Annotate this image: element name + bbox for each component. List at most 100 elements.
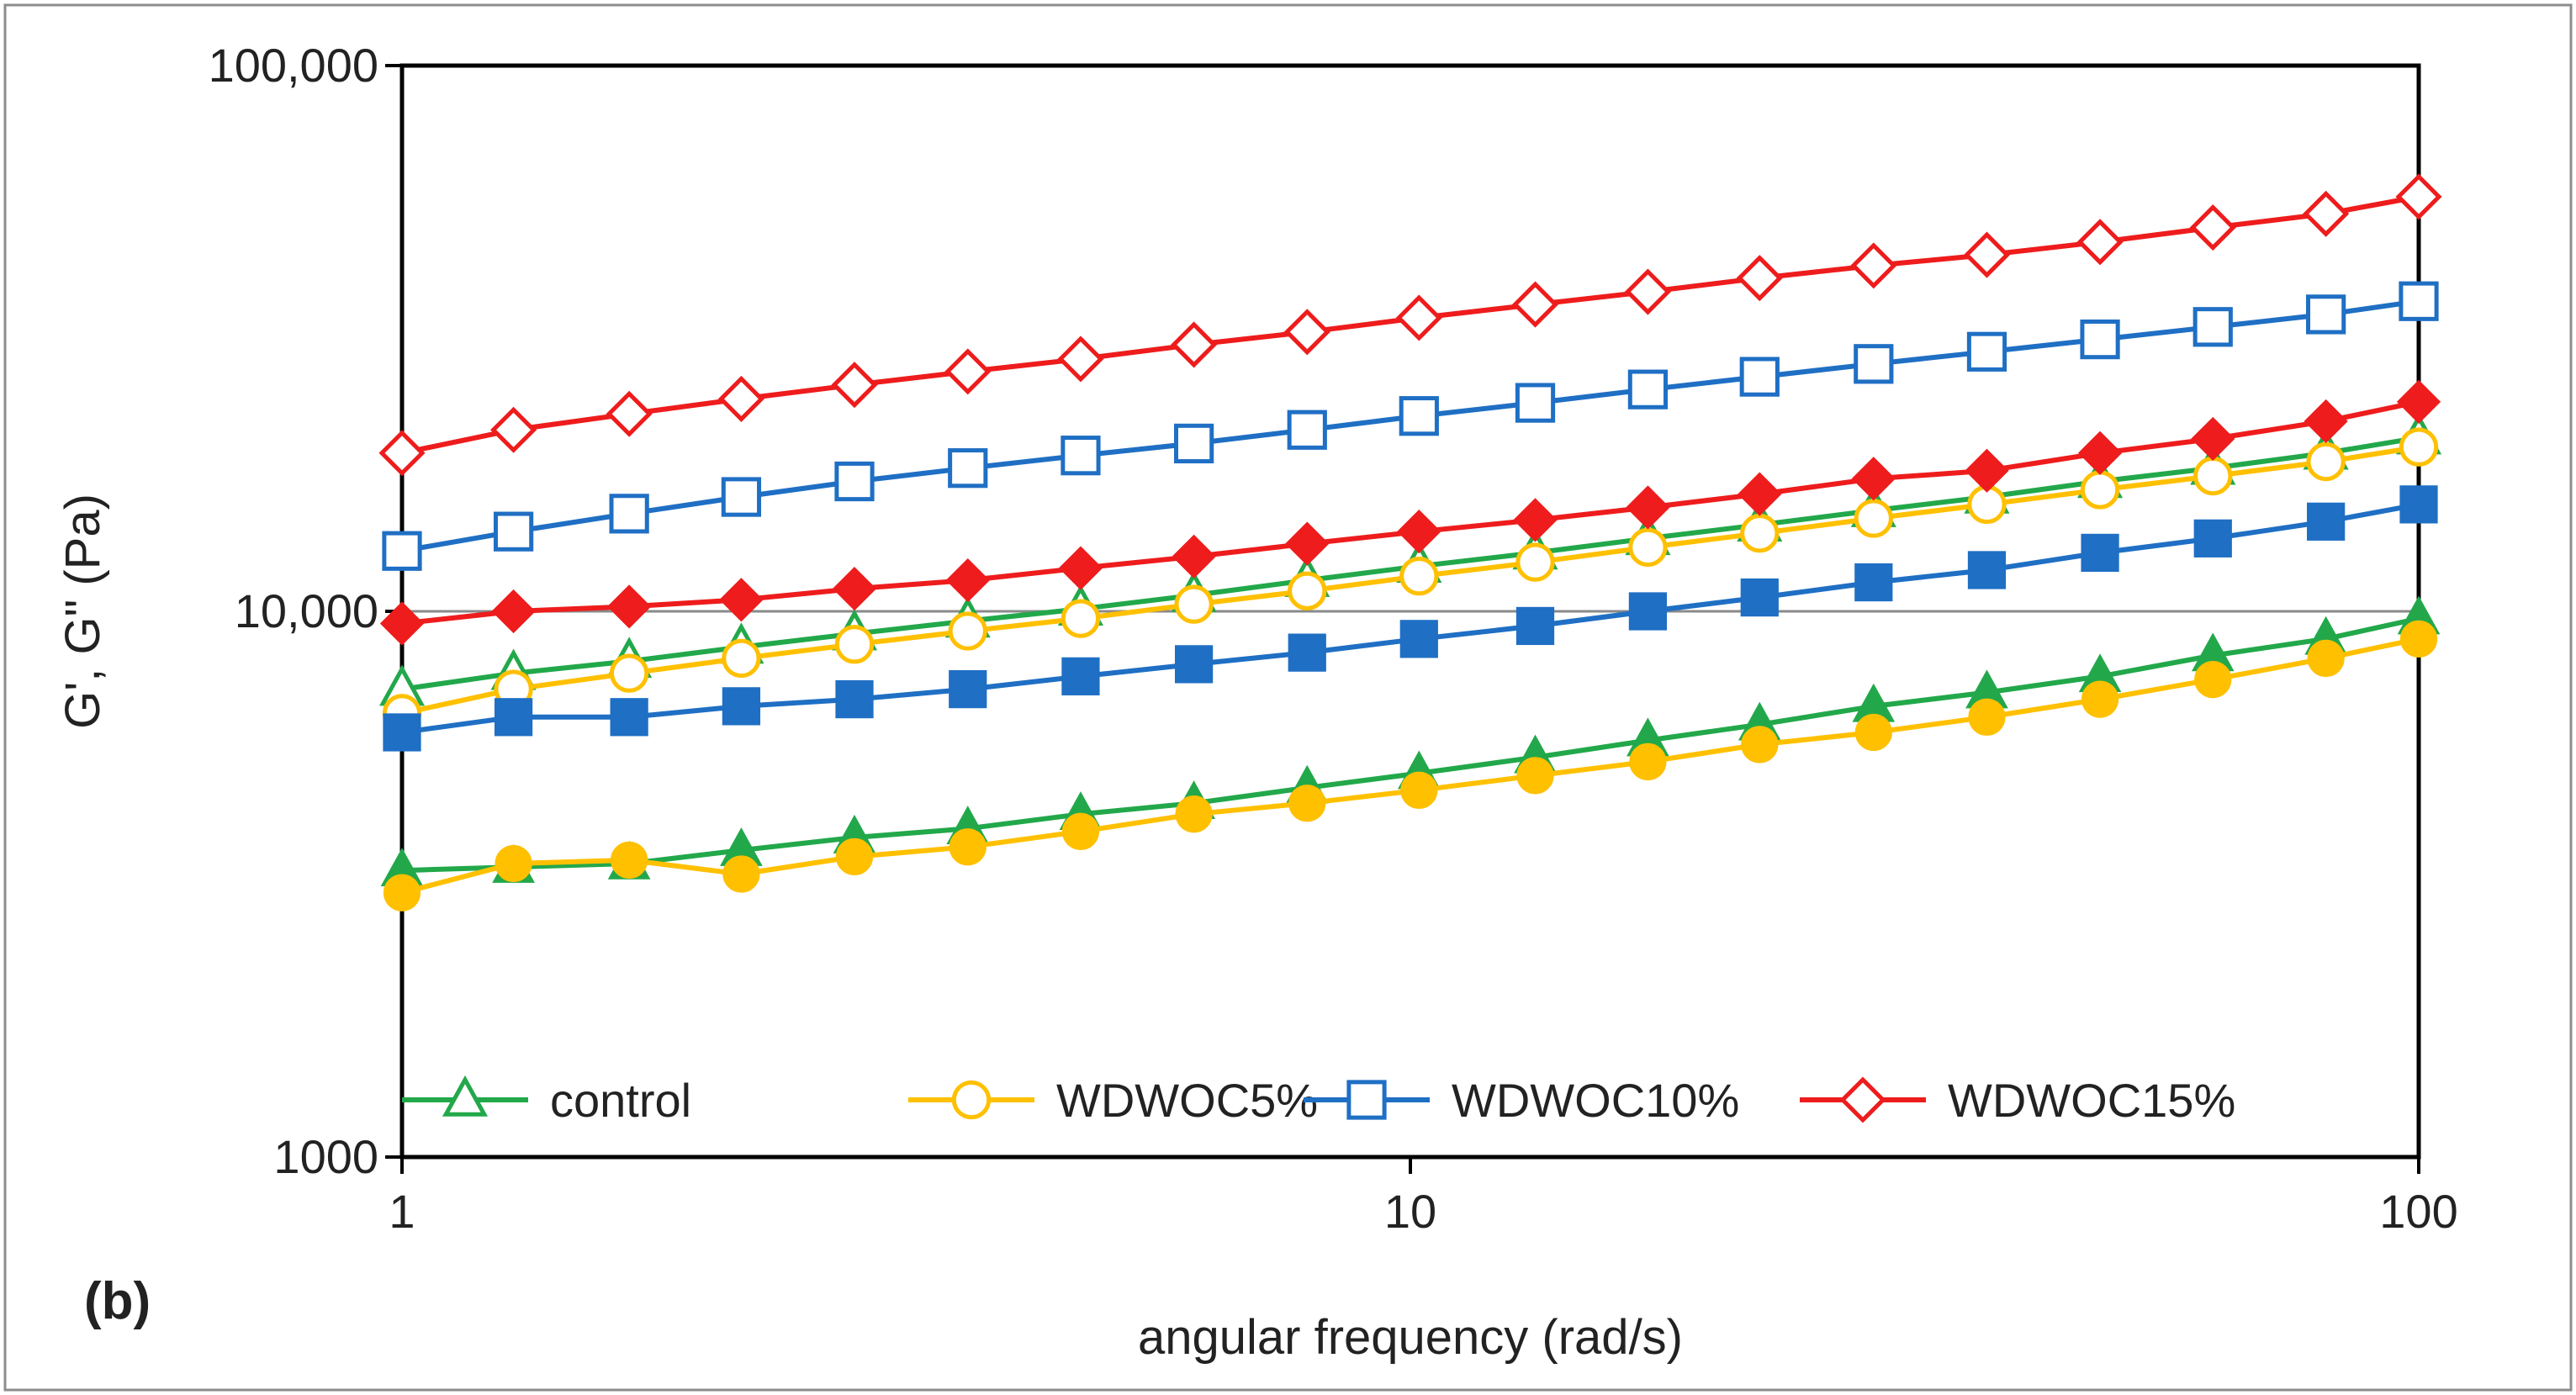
data-point-diamond-filled [1851, 457, 1896, 501]
data-point-square-open [721, 477, 762, 517]
data-point-square-filled [2399, 485, 2438, 524]
legend-entry: WDWOC15% [1800, 1074, 2235, 1127]
legend: control WDWOC5% WDWOC10% WDWOC15% [402, 1074, 2235, 1127]
data-point-diamond-open [1057, 336, 1104, 383]
data-point-diamond-filled [1172, 534, 1216, 579]
data-point-square-filled [1174, 645, 1214, 684]
series-square-filled [383, 485, 2438, 752]
axes: 1000 10,000 100,000 1 10 100 [209, 39, 2458, 1238]
data-point-diamond-open [490, 406, 537, 453]
data-point-triangle-open [442, 1075, 489, 1117]
data-point-square-open [1739, 357, 1780, 397]
x-tick-label: 100 [2379, 1185, 2457, 1238]
data-point-diamond-filled [379, 601, 425, 646]
data-point-circle-open [1174, 584, 1214, 624]
data-point-diamond-open [717, 375, 764, 422]
data-point-circle-filled [1854, 713, 1892, 752]
data-point-square-open [2306, 294, 2346, 335]
data-point-square-open [493, 511, 534, 552]
data-point-circle-open [1628, 527, 1668, 568]
data-point-square-open [1399, 396, 1439, 436]
data-point-circle-filled [1288, 785, 1326, 822]
data-point-circle-open [1740, 514, 1780, 553]
legend-label: WDWOC5% [1056, 1074, 1318, 1127]
data-point-square-filled [1967, 551, 2007, 589]
data-point-diamond-filled [1626, 485, 1670, 530]
data-point-circle-filled [495, 844, 532, 883]
data-point-diamond-filled [1397, 510, 1441, 554]
data-point-diamond-open [2189, 204, 2236, 251]
data-point-diamond-open [1850, 242, 1897, 289]
y-tick-label: 1000 [273, 1130, 378, 1183]
data-point-circle-filled [835, 838, 874, 876]
data-series [378, 173, 2442, 912]
legend-label: control [550, 1074, 691, 1127]
data-point-diamond-filled [1058, 546, 1103, 590]
series-diamond-open [378, 173, 2442, 477]
data-point-diamond-filled [1285, 521, 1330, 566]
data-point-circle-filled [611, 841, 648, 880]
data-point-diamond-open [1395, 294, 1442, 341]
data-point-square-open [609, 494, 649, 534]
data-point-circle-open [2399, 427, 2439, 467]
data-point-diamond-open [1839, 1076, 1886, 1123]
data-point-circle-filled [1175, 795, 1213, 833]
data-point-diamond-open [606, 390, 653, 437]
data-point-circle-open [2193, 456, 2233, 496]
data-point-square-open [2399, 281, 2439, 321]
data-point-diamond-open [1736, 255, 1783, 302]
data-point-square-filled [949, 669, 987, 709]
data-point-circle-open [610, 653, 649, 693]
data-point-circle-filled [1629, 742, 1667, 781]
data-point-diamond-open [1963, 231, 2011, 278]
data-point-diamond-open [1283, 309, 1330, 356]
y-tick-label: 10,000 [235, 584, 378, 637]
data-point-circle-filled [2307, 639, 2345, 678]
data-point-square-open [2193, 307, 2233, 347]
data-point-circle-open [948, 611, 987, 651]
panel-label: (b) [84, 1272, 151, 1330]
data-point-square-open [1173, 423, 1214, 464]
data-point-square-open [382, 531, 422, 571]
legend-label: WDWOC10% [1452, 1074, 1739, 1127]
data-point-square-filled [1061, 657, 1100, 695]
data-point-circle-filled [949, 828, 986, 866]
data-point-diamond-filled [1738, 472, 1782, 516]
data-point-diamond-filled [2396, 379, 2441, 425]
y-axis-title: G', G" (Pa) [56, 494, 110, 729]
series-diamond-filled [379, 379, 2441, 646]
data-point-circle-open [951, 1080, 992, 1120]
data-point-diamond-open [944, 348, 992, 395]
data-point-circle-open [1399, 557, 1439, 596]
data-point-diamond-filled [1513, 498, 1558, 542]
data-point-circle-filled [2194, 660, 2232, 699]
data-point-square-filled [722, 687, 761, 726]
data-point-square-filled [1854, 563, 1893, 602]
data-point-circle-open [1288, 571, 1327, 610]
data-point-square-open [948, 448, 988, 489]
data-point-circle-filled [1061, 812, 1100, 850]
x-tick-label: 10 [1384, 1185, 1436, 1238]
data-point-diamond-open [378, 430, 426, 477]
data-point-square-filled [1515, 606, 1555, 646]
data-point-square-open [1287, 410, 1327, 450]
data-point-diamond-filled [832, 567, 877, 611]
data-point-circle-open [722, 638, 761, 679]
data-point-square-filled [2081, 533, 2119, 573]
data-point-circle-filled [2399, 620, 2438, 658]
data-point-square-open [1061, 436, 1101, 476]
data-point-diamond-filled [2191, 416, 2235, 462]
data-point-circle-filled [1400, 771, 1438, 809]
data-point-circle-filled [2081, 680, 2119, 718]
legend-entry: WDWOC5% [908, 1074, 1318, 1127]
data-point-diamond-filled [945, 557, 990, 603]
legend-label: WDWOC15% [1948, 1074, 2235, 1127]
data-point-circle-open [834, 625, 875, 664]
data-point-diamond-open [831, 362, 878, 409]
series-circle-filled [383, 620, 2438, 912]
data-point-square-open [1854, 344, 1894, 384]
data-point-circle-filled [722, 855, 760, 893]
data-point-diamond-open [1624, 268, 1671, 315]
data-point-square-filled [835, 679, 874, 719]
data-point-diamond-filled [2077, 431, 2123, 475]
